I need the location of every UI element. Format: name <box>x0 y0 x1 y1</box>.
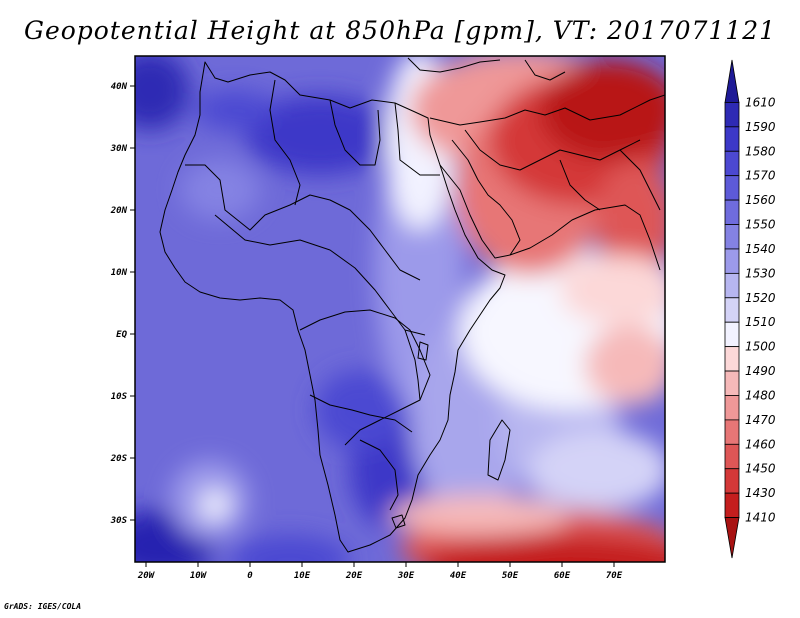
colorbar-swatch <box>724 492 740 518</box>
colorbar-swatch <box>724 102 740 128</box>
colorbar-label: 1550 <box>745 218 776 232</box>
colorbar-swatch <box>724 199 740 225</box>
lat-label-20n: 20N <box>110 206 128 216</box>
colorbar-label: 1520 <box>745 291 776 305</box>
colorbar-swatch <box>724 59 740 103</box>
lat-label-10n: 10N <box>111 268 128 278</box>
colorbar-swatch <box>724 297 740 323</box>
colorbar-label: 1580 <box>745 144 776 158</box>
lat-label-30s: 30S <box>110 516 128 526</box>
lat-ticks <box>130 85 135 521</box>
lon-label-10e: 10E <box>294 571 311 581</box>
colorbar-swatch <box>724 248 740 274</box>
lon-label-40e: 40E <box>450 571 467 581</box>
colorbar-label: 1590 <box>745 120 776 134</box>
lon-tick-labels: 20W 10W 0 10E 20E 30E 40E 50E 60E 70E <box>137 571 623 581</box>
lon-label-60e: 60E <box>554 571 571 581</box>
colorbar-swatch <box>724 346 740 372</box>
colorbar: 1610 1590 1580 1570 1560 1550 1540 1530 1520 1510… <box>724 59 776 559</box>
lat-label-20s: 20S <box>110 454 128 464</box>
colorbar-label: 1610 <box>745 95 776 109</box>
colorbar-swatch <box>724 126 740 152</box>
colorbar-swatch <box>724 395 740 421</box>
lon-label-0: 0 <box>247 571 253 581</box>
lon-label-20e: 20E <box>345 571 363 581</box>
colorbar-label: 1430 <box>745 486 776 500</box>
colorbar-swatch <box>724 443 740 470</box>
credit-text: GrADS: IGES/COLA <box>4 602 82 611</box>
colorbar-label: 1470 <box>745 413 776 427</box>
colorbar-label: 1510 <box>745 315 776 329</box>
colorbar-label: 1570 <box>745 169 776 183</box>
lat-label-40n: 40N <box>111 82 128 92</box>
plot-frame <box>134 55 666 563</box>
height-field <box>135 56 665 562</box>
colorbar-label: 1450 <box>745 462 776 476</box>
colorbar-label: 1540 <box>745 242 776 256</box>
lon-label-70e: 70E <box>606 571 623 581</box>
colorbar-label: 1490 <box>745 364 776 378</box>
lon-label-20w: 20W <box>137 571 156 581</box>
lat-label-10s: 10S <box>111 392 128 402</box>
chart-title: Geopotential Height at 850hPa [gpm], VT:… <box>23 16 777 45</box>
lat-label-30n: 30N <box>110 144 128 154</box>
colorbar-swatch <box>724 272 740 299</box>
colorbar-label: 1560 <box>745 193 776 207</box>
colorbar-swatch <box>724 321 740 348</box>
colorbar-swatch <box>724 370 740 396</box>
colorbar-swatch <box>724 224 740 250</box>
colorbar-swatch <box>724 419 740 445</box>
lon-ticks <box>145 562 615 567</box>
colorbar-swatch <box>724 175 740 201</box>
lon-label-30e: 30E <box>397 571 415 581</box>
coastlines <box>159 57 665 553</box>
colorbar-swatch <box>724 150 740 177</box>
colorbar-label: 1500 <box>745 340 776 354</box>
lon-label-50e: 50E <box>502 571 519 581</box>
lat-tick-labels: 40N 30N 20N 10N EQ 10S 20S 30S <box>110 82 128 526</box>
lat-label-eq: EQ <box>116 330 127 340</box>
lon-label-10w: 10W <box>190 571 208 581</box>
colorbar-swatch <box>724 468 740 494</box>
colorbar-label: 1530 <box>745 266 776 280</box>
colorbar-label: 1480 <box>745 388 776 402</box>
colorbar-swatch <box>724 517 740 559</box>
colorbar-label: 1460 <box>745 437 776 451</box>
colorbar-label: 1410 <box>745 511 776 525</box>
